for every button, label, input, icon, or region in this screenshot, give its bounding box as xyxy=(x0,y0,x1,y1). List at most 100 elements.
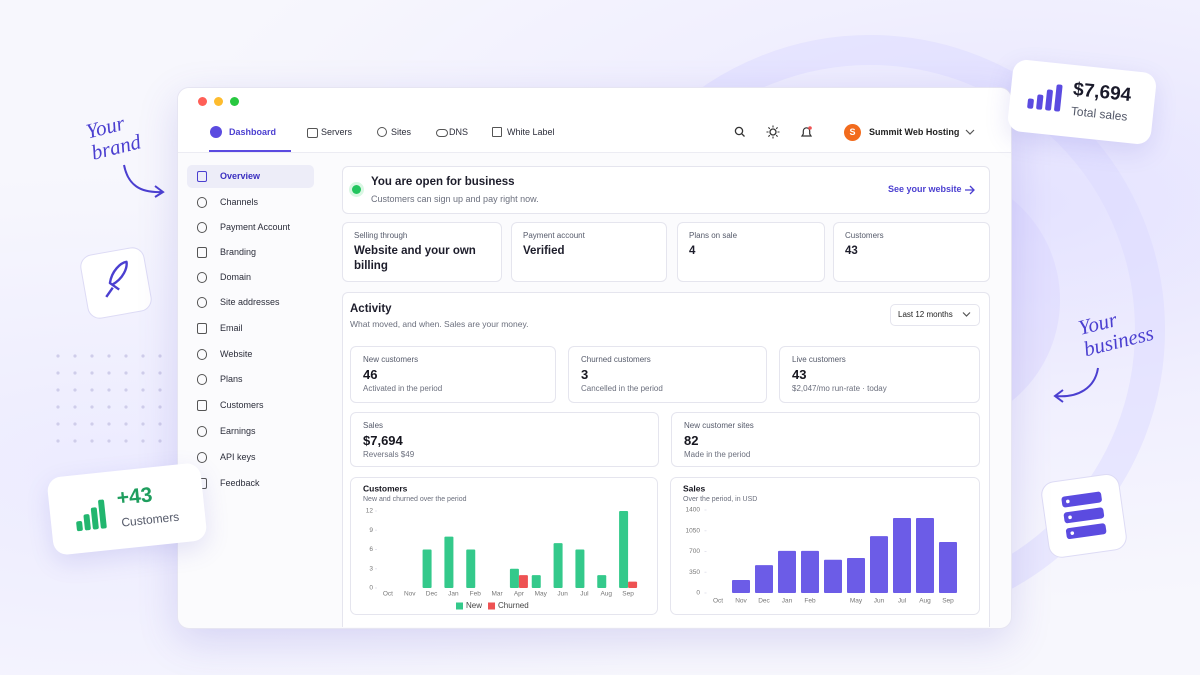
theme-button[interactable] xyxy=(766,125,780,139)
y-tick-label: 3 xyxy=(369,565,373,572)
sidebar-item[interactable]: Plans xyxy=(220,373,243,384)
account-name[interactable]: Summit Web Hosting xyxy=(869,127,960,137)
bar xyxy=(755,565,773,593)
y-tick-label: 350 xyxy=(689,569,700,576)
toolbar-icons xyxy=(734,125,813,139)
legend-label: Churned xyxy=(498,601,529,610)
bar xyxy=(824,559,842,593)
x-tick-label: Aug xyxy=(919,598,931,605)
summary-value: 4 xyxy=(689,245,696,257)
bar xyxy=(732,579,750,593)
y-tick-label: 0 xyxy=(369,585,373,592)
chart-title: Sales xyxy=(683,483,705,493)
sidebar-item[interactable]: Feedback xyxy=(220,477,260,488)
account-avatar[interactable]: S xyxy=(844,124,861,141)
sidebar-icon xyxy=(197,400,207,411)
sidebar-item[interactable]: Email xyxy=(220,322,243,333)
sidebar-item[interactable]: Earnings xyxy=(220,425,256,436)
metric-label: Churned customers xyxy=(581,355,651,364)
y-tick-label: 9 xyxy=(369,527,373,534)
chart-subtitle: New and churned over the period xyxy=(363,496,467,503)
metric-note: $2,047/mo run-rate · today xyxy=(792,384,887,393)
metric-note: Cancelled in the period xyxy=(581,384,663,393)
business-arrow xyxy=(1055,367,1099,398)
window-close[interactable] xyxy=(198,97,207,106)
sidebar-item[interactable]: Branding xyxy=(220,246,257,257)
chart: Sales Over the period, in USD 0 350 700 1050 1… xyxy=(670,477,980,615)
bar xyxy=(778,550,796,593)
sites-icon xyxy=(377,127,387,137)
metric-note: Reversals $49 xyxy=(363,450,415,459)
sidebar-icon xyxy=(197,349,207,360)
sidebar-item[interactable]: API keys xyxy=(220,451,256,462)
status-banner xyxy=(342,166,990,214)
sales-badge-label: Total sales xyxy=(1070,103,1129,124)
y-tick-label: 700 xyxy=(689,548,700,555)
customers-badge-value: +43 xyxy=(115,483,154,510)
sidebar-item[interactable]: Domain xyxy=(220,271,252,282)
bar xyxy=(916,518,934,593)
summary-label: Plans on sale xyxy=(689,231,738,240)
see-website-link[interactable]: See your website xyxy=(888,184,962,194)
period-dropdown[interactable] xyxy=(890,304,980,326)
nav-tab[interactable]: White Label xyxy=(507,127,555,137)
bar xyxy=(575,549,585,588)
x-tick-label: May xyxy=(850,598,863,605)
metric-label: Live customers xyxy=(792,355,846,364)
sidebar-item[interactable]: Overview xyxy=(220,170,261,181)
metric-label: New customers xyxy=(363,355,419,364)
bar xyxy=(619,511,629,588)
chart-title: Customers xyxy=(363,483,408,493)
x-tick-label: Nov xyxy=(735,598,747,605)
search-button[interactable] xyxy=(734,126,745,137)
sidebar-item[interactable]: Payment Account xyxy=(220,221,291,232)
metric-value: 82 xyxy=(684,433,699,448)
metric-note: Activated in the period xyxy=(363,384,443,393)
summary-label: Selling through xyxy=(354,231,408,240)
period-label[interactable]: Last 12 months xyxy=(898,310,953,319)
business-arrow-head xyxy=(1053,389,1064,403)
sidebar-item[interactable]: Channels xyxy=(220,196,259,207)
x-tick-label: Dec xyxy=(758,598,770,605)
x-tick-label: Jun xyxy=(557,591,568,598)
sidebar-icon xyxy=(197,272,207,283)
nav-tab[interactable]: Dashboard xyxy=(229,127,277,137)
x-tick-label: Nov xyxy=(404,591,416,598)
bar xyxy=(553,543,563,588)
legend-swatch xyxy=(488,602,496,610)
bar xyxy=(893,518,911,593)
rocket-tile xyxy=(80,247,152,319)
banner-subtitle: Customers can sign up and pay right now. xyxy=(371,194,539,204)
x-tick-label: Aug xyxy=(600,591,612,598)
sidebar-item[interactable]: Customers xyxy=(220,399,264,410)
bar xyxy=(518,575,528,588)
summary-value: Website and your own billing xyxy=(354,245,476,272)
y-tick-label: 6 xyxy=(369,546,373,553)
metric-note: Made in the period xyxy=(684,450,751,459)
notifications-button[interactable] xyxy=(800,126,813,137)
sidebar-item[interactable]: Website xyxy=(220,348,253,359)
legend-label: New xyxy=(466,601,482,610)
account-chevron[interactable] xyxy=(965,128,975,136)
chart: Customers New and churned over the period… xyxy=(350,477,658,615)
x-tick-label: Feb xyxy=(470,591,482,598)
nav-tab[interactable]: Sites xyxy=(391,127,412,137)
sales-badge-value: $7,694 xyxy=(1072,79,1133,107)
sidebar-icon xyxy=(197,426,207,437)
dashboard-icon xyxy=(210,126,222,138)
sales-badge-icon xyxy=(1027,84,1063,112)
bar xyxy=(597,575,607,588)
nav-tab[interactable]: DNS xyxy=(449,127,469,137)
chart-subtitle: Over the period, in USD xyxy=(683,496,757,503)
server-tile xyxy=(1041,473,1127,558)
window-minimize[interactable] xyxy=(214,97,223,106)
window-maximize[interactable] xyxy=(230,97,239,106)
x-tick-label: Jan xyxy=(782,598,793,605)
nav-tab[interactable]: Servers xyxy=(321,127,353,137)
bar xyxy=(801,550,819,593)
sidebar-item[interactable]: Site addresses xyxy=(220,296,280,307)
metric-value: 46 xyxy=(363,367,378,382)
sidebar-icon xyxy=(197,323,207,334)
summary-value: Verified xyxy=(523,245,565,257)
customers-badge-icon xyxy=(76,499,107,532)
